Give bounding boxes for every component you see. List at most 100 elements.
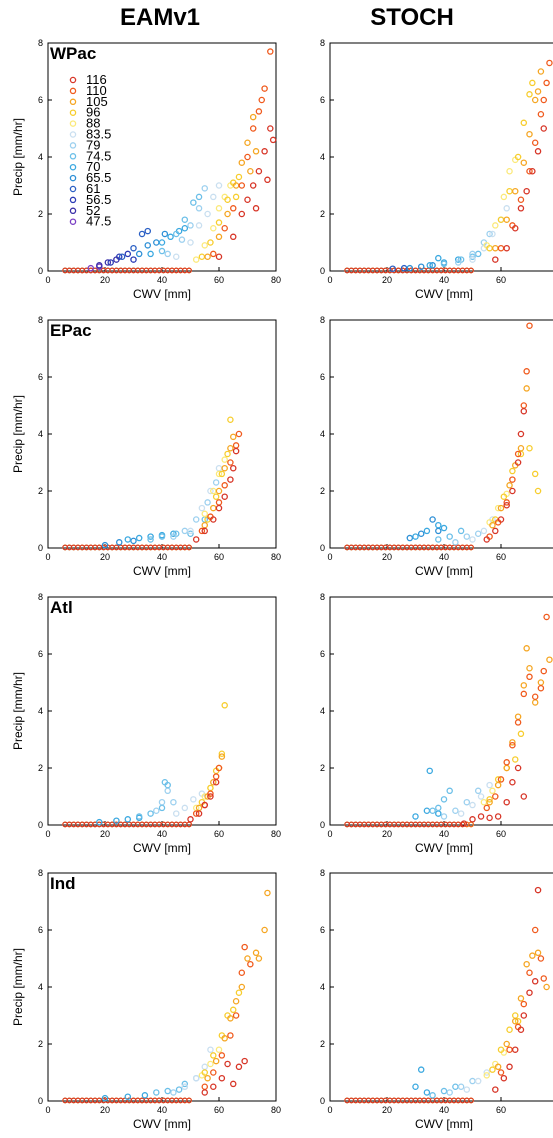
data-point: [423, 807, 431, 815]
data-point: [210, 1083, 217, 1091]
data-point: [116, 253, 123, 260]
panel-wpac-eamv1: 0 20 40 60 80 0 2 4 6 8 CWV [mm] Precip [mm/hr] WPac…: [11, 38, 281, 301]
y-tick-label: 6: [38, 372, 43, 382]
data-point: [446, 533, 453, 540]
data-point: [540, 975, 548, 982]
data-point: [229, 464, 237, 472]
data-point: [517, 196, 525, 203]
legend-marker: [69, 76, 77, 84]
data-point: [435, 810, 442, 817]
data-point: [529, 952, 536, 959]
data-point: [238, 182, 246, 189]
data-point: [241, 943, 248, 951]
data-point: [523, 385, 530, 392]
data-point: [435, 804, 442, 812]
data-point: [483, 1069, 490, 1076]
data-point: [201, 1083, 208, 1091]
column-title-eamv1: EAMv1: [119, 4, 201, 31]
series-61: [118, 227, 151, 260]
legend-marker: [69, 174, 77, 182]
data-point: [509, 739, 516, 746]
data-point: [494, 781, 502, 789]
data-point: [221, 1035, 228, 1042]
data-point: [486, 798, 493, 806]
data-point: [153, 239, 160, 246]
data-point: [520, 402, 528, 409]
data-point: [172, 230, 180, 238]
data-point: [537, 679, 545, 686]
data-point: [227, 444, 234, 452]
x-axis-label: CWV [mm]: [415, 841, 473, 855]
series-70: [101, 1092, 149, 1102]
data-point: [238, 983, 246, 991]
baseline-points: [62, 544, 192, 551]
x-tick-label: 80: [271, 829, 281, 839]
series-65.5: [406, 516, 442, 542]
data-point: [486, 781, 493, 789]
legend-label: 83.5: [86, 127, 111, 142]
series-83.5: [172, 182, 223, 260]
data-point: [207, 793, 214, 800]
data-point: [492, 256, 499, 263]
data-point: [158, 804, 166, 812]
data-point: [468, 1097, 474, 1104]
baseline-points: [344, 1097, 474, 1104]
y-tick-label: 2: [320, 209, 325, 219]
data-point: [215, 504, 223, 512]
legend-marker: [69, 87, 77, 95]
data-point: [161, 230, 169, 238]
data-point: [474, 250, 482, 258]
series-74.5: [135, 779, 171, 820]
data-point: [503, 216, 510, 223]
data-point: [238, 969, 246, 977]
data-point: [244, 955, 251, 962]
data-point: [207, 1046, 214, 1053]
y-tick-label: 2: [320, 1039, 325, 1049]
data-point: [417, 530, 425, 538]
data-point: [201, 510, 208, 518]
series-88: [201, 456, 228, 518]
data-point: [138, 230, 146, 238]
data-point: [517, 430, 525, 438]
data-point: [452, 539, 459, 546]
data-point: [215, 219, 223, 226]
legend-label: 61: [86, 181, 100, 196]
series-79: [440, 787, 482, 820]
data-point: [187, 222, 194, 229]
series-70: [412, 521, 448, 540]
data-point: [509, 467, 516, 475]
data-point: [210, 504, 217, 512]
y-axis-label: Precip [mm/hr]: [11, 948, 25, 1026]
data-point: [201, 801, 208, 809]
data-point: [218, 1052, 226, 1059]
data-point: [267, 48, 274, 55]
data-point: [181, 224, 189, 232]
x-tick-label: 20: [382, 552, 392, 562]
series-96: [486, 79, 536, 252]
x-tick-label: 40: [439, 275, 449, 285]
x-tick-label: 20: [100, 1105, 110, 1115]
y-tick-label: 2: [38, 763, 43, 773]
baseline-points: [344, 267, 474, 274]
data-point: [492, 222, 499, 229]
data-point: [509, 476, 516, 483]
data-point: [494, 1063, 502, 1071]
y-tick-label: 2: [38, 486, 43, 496]
data-point: [529, 167, 536, 175]
data-point: [520, 119, 528, 127]
data-point: [500, 193, 508, 201]
legend-label: 88: [86, 116, 100, 131]
y-tick-label: 8: [38, 315, 43, 325]
x-tick-label: 80: [271, 1105, 281, 1115]
data-point: [207, 784, 214, 792]
x-tick-label: 40: [439, 552, 449, 562]
x-tick-label: 0: [45, 829, 50, 839]
data-point: [158, 798, 166, 806]
data-point: [249, 113, 257, 121]
data-point: [207, 487, 214, 495]
data-point: [523, 187, 530, 195]
data-point: [221, 464, 228, 472]
data-point: [238, 159, 246, 166]
data-point: [454, 259, 462, 266]
